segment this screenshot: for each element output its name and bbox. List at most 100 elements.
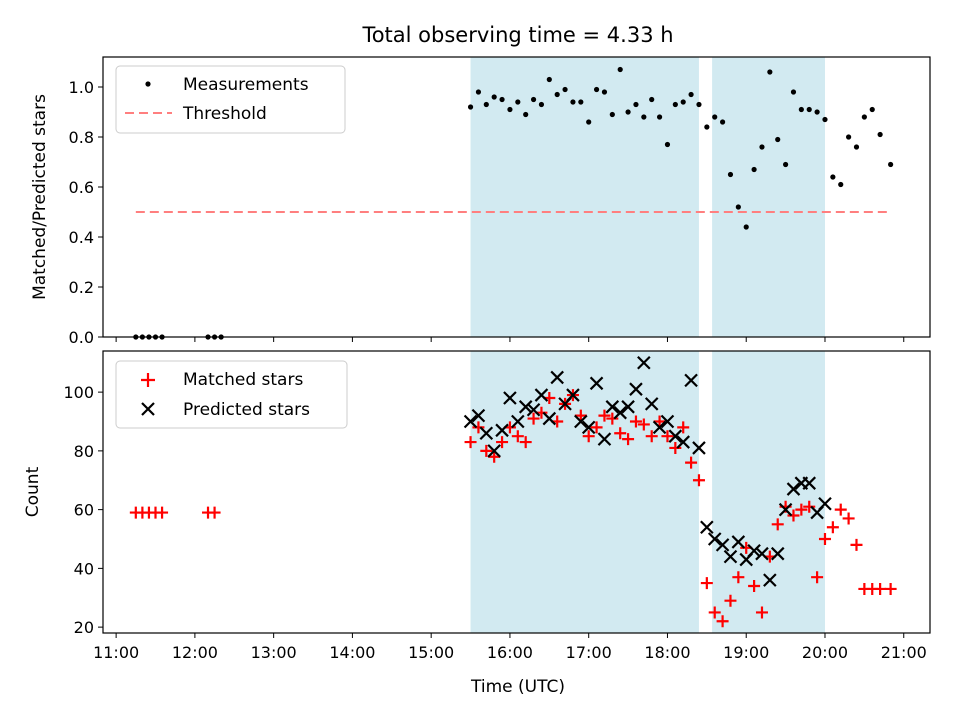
matched-star-point <box>496 436 509 449</box>
predicted-star-point <box>613 405 627 420</box>
predicted-star-point <box>715 538 730 552</box>
measurement-point <box>475 89 482 95</box>
measurement-point <box>759 144 765 150</box>
measurement-point <box>601 89 608 95</box>
matched-star-point <box>208 506 221 519</box>
top-axes-frame <box>102 56 931 338</box>
measurement-point <box>696 101 702 108</box>
measurement-point <box>846 134 852 140</box>
predicted-star-point <box>778 502 793 517</box>
measurement-point <box>767 69 773 75</box>
measurement-point <box>822 116 828 123</box>
measurement-point <box>680 99 686 105</box>
measurement-point <box>523 111 529 118</box>
matched-star-point <box>156 506 169 519</box>
measurement-point <box>467 104 474 110</box>
x-tick-label: 18:00 <box>644 643 690 662</box>
measurement-point <box>656 114 663 120</box>
bottom-y-tick-label: 40 <box>74 559 94 578</box>
matched-star-point <box>661 430 674 443</box>
x-tick-label: 19:00 <box>723 643 769 662</box>
matched-star-point <box>622 433 635 446</box>
predicted-star-point <box>692 441 706 455</box>
matched-star-point <box>598 409 611 422</box>
predicted-star-point <box>818 496 832 511</box>
predicted-star-point <box>763 573 777 587</box>
matched-star-point <box>519 436 532 449</box>
measurement-point <box>491 94 497 100</box>
measurement-point <box>538 101 545 108</box>
matched-star-points <box>129 389 897 628</box>
measurement-point <box>586 119 592 125</box>
predicted-star-point <box>589 376 604 391</box>
predicted-star-point <box>463 414 478 429</box>
matched-star-point <box>884 582 897 595</box>
matched-star-point <box>842 512 855 525</box>
shaded-interval-1 <box>712 57 825 337</box>
x-axis-label: Time (UTC) <box>470 677 565 697</box>
predicted-star-point <box>755 546 769 561</box>
predicted-star-point <box>574 414 588 429</box>
measurement-point <box>751 166 757 173</box>
predicted-star-point <box>660 414 675 429</box>
top-legend-box <box>115 65 346 134</box>
x-tick-label: 20:00 <box>802 643 848 662</box>
bottom-legend-box <box>115 360 348 429</box>
measurement-point <box>649 96 655 103</box>
predicted-star-point <box>786 482 801 496</box>
legend-measurement-marker <box>145 81 151 87</box>
legend-predicted-label: Predicted stars <box>183 400 310 420</box>
top-panel: 0.0 0.2 0.4 0.6 0.8 1.0 Matched/Predicted sta… <box>30 56 931 347</box>
top-y-tick-label: 0.6 <box>69 178 94 197</box>
matched-star-point <box>653 415 666 428</box>
matched-star-point <box>582 430 595 443</box>
measurement-point <box>688 91 694 98</box>
matched-star-point <box>464 436 477 449</box>
measurement-point <box>593 86 600 93</box>
matched-star-point <box>629 415 642 428</box>
matched-star-point <box>850 538 863 551</box>
matched-star-point <box>834 503 847 516</box>
measurement-point <box>888 161 894 168</box>
matched-star-point <box>527 412 540 425</box>
top-y-tick-label: 0.0 <box>69 328 94 347</box>
predicted-star-point <box>534 388 549 402</box>
matched-star-point <box>716 615 729 628</box>
predicted-star-points <box>463 355 832 587</box>
predicted-star-point <box>479 426 494 441</box>
measurement-point <box>869 106 875 113</box>
legend-matched-marker <box>141 373 155 387</box>
matched-star-point <box>700 577 713 590</box>
measurement-point <box>562 86 568 93</box>
predicted-star-point <box>511 414 525 429</box>
measurement-point <box>483 101 489 108</box>
predicted-star-point <box>747 543 761 558</box>
x-tick-label: 16:00 <box>487 643 533 662</box>
measurement-points <box>133 66 894 340</box>
predicted-star-point <box>668 429 683 443</box>
x-tick-label: 21:00 <box>881 643 927 662</box>
predicted-star-point <box>644 397 659 411</box>
matched-star-point <box>606 412 619 425</box>
predicted-star-point <box>802 476 817 490</box>
matched-star-point <box>874 582 887 595</box>
predicted-star-point <box>637 355 651 370</box>
top-y-tick-label: 0.2 <box>69 278 94 297</box>
predicted-star-point <box>621 400 635 414</box>
measurement-point <box>806 106 812 113</box>
bottom-axes-frame <box>102 350 931 634</box>
bottom-y-tick-label: 20 <box>74 618 94 637</box>
matched-star-point <box>511 430 524 443</box>
measurement-point <box>861 114 867 120</box>
x-tick-label: 12:00 <box>172 643 218 662</box>
predicted-star-point <box>707 532 722 546</box>
top-legend: Measurements Threshold <box>115 65 346 134</box>
measurement-point <box>672 101 678 108</box>
predicted-star-point <box>503 391 517 405</box>
predicted-star-point <box>676 435 690 449</box>
predicted-star-point <box>770 546 785 561</box>
top-y-tick-label: 0.4 <box>69 228 94 247</box>
predicted-star-point <box>526 402 541 417</box>
measurement-point <box>853 144 860 150</box>
